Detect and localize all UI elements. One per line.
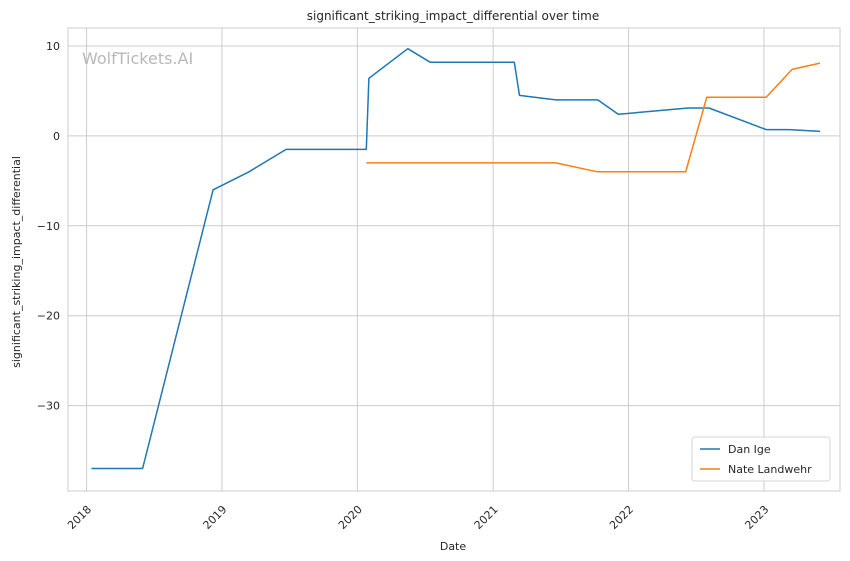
series-line xyxy=(366,62,821,173)
series-lines xyxy=(91,47,821,470)
y-tick-label: −20 xyxy=(37,310,60,323)
legend-label: Dan Ige xyxy=(728,443,771,456)
y-tick-label: 10 xyxy=(46,40,60,53)
grid xyxy=(68,28,840,491)
legend: Dan Ige Nate Landwehr xyxy=(691,436,831,482)
y-tick-label: −30 xyxy=(37,400,60,413)
y-axis-ticks: 10 0 −10 −20 −30 xyxy=(37,40,60,413)
y-tick-label: 0 xyxy=(53,130,60,143)
y-axis-title: significant_striking_impact_differential xyxy=(10,156,23,368)
y-tick-label: −10 xyxy=(37,220,60,233)
series-line xyxy=(91,47,821,470)
legend-label: Nate Landwehr xyxy=(728,463,812,476)
x-axis-title: Date xyxy=(440,540,467,553)
plot-frame xyxy=(67,27,841,492)
legend-box xyxy=(691,436,831,482)
watermark: WolfTickets.AI xyxy=(82,49,193,68)
chart-title: significant_striking_impact_differential… xyxy=(307,9,599,23)
